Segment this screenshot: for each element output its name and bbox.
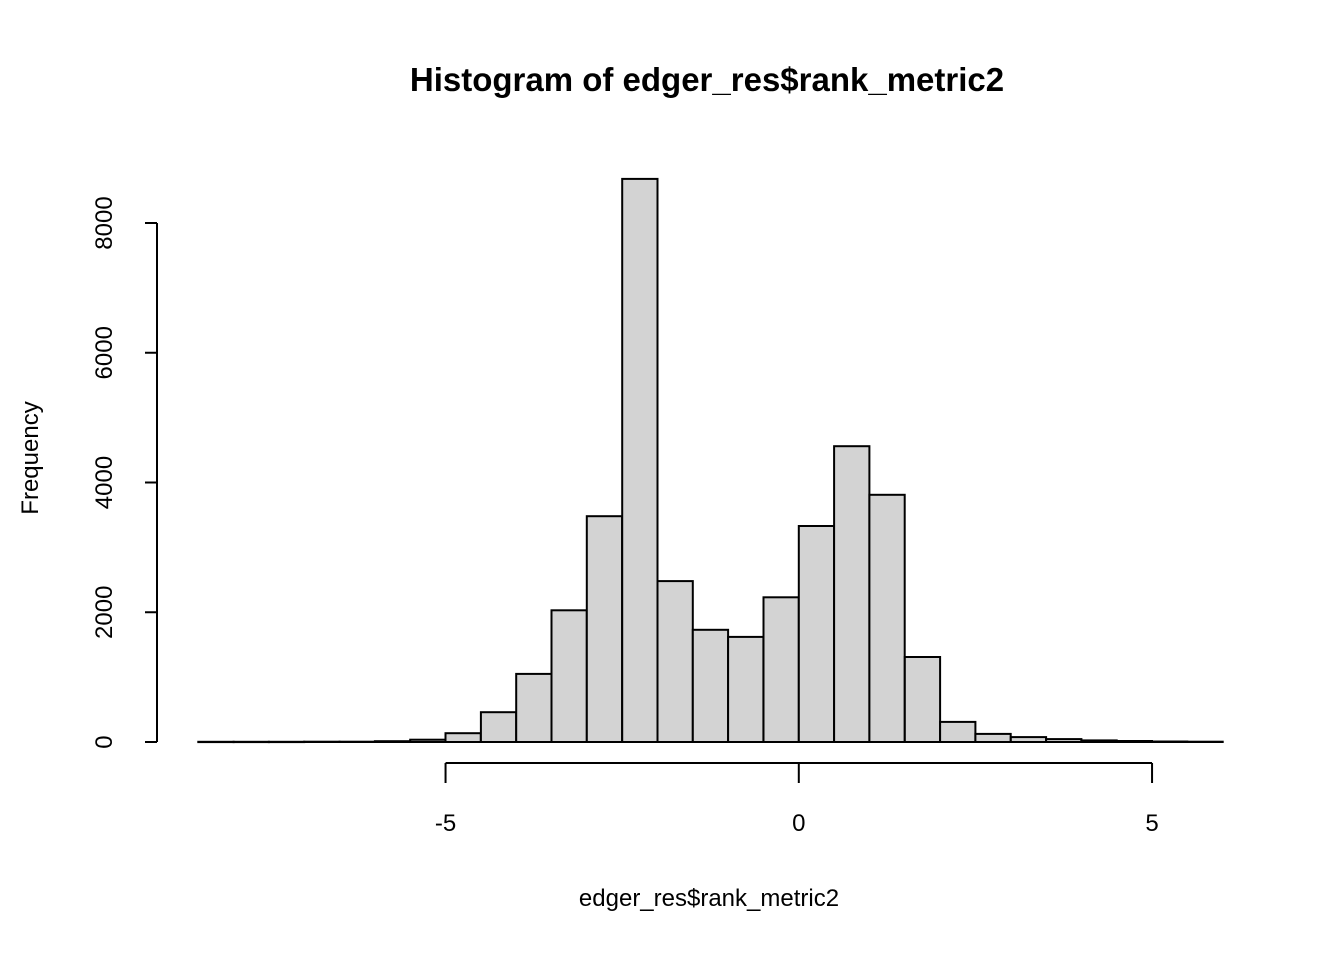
histogram-bar: [373, 740, 412, 744]
histogram-bar: [797, 525, 836, 743]
y-tick-label: 4000: [91, 456, 118, 509]
histogram-bar: [1009, 736, 1048, 743]
y-tick-label: 0: [91, 735, 118, 748]
histogram-bar: [409, 738, 447, 744]
histogram-bar: [903, 656, 942, 743]
y-axis-label: Frequency: [17, 401, 44, 514]
plot-title: Histogram of edger_res$rank_metric2: [410, 61, 1004, 98]
x-tick-label: 5: [1145, 810, 1158, 837]
histogram-bar: [585, 515, 624, 744]
histogram-bar: [550, 609, 588, 743]
y-axis: 0 2000 4000 6000 8000: [91, 196, 158, 749]
histogram-bar: [833, 445, 871, 743]
histogram-bar: [974, 732, 1012, 744]
histogram-bar: [762, 596, 800, 743]
histogram-bar: [479, 711, 518, 744]
bars-group: [197, 177, 1224, 744]
histogram-bar: [621, 177, 659, 743]
x-tick-label: 0: [792, 810, 805, 837]
histogram-bar: [939, 720, 977, 744]
x-tick-label: -5: [435, 810, 456, 837]
histogram-bar: [515, 672, 553, 744]
x-axis-label: edger_res$rank_metric2: [579, 885, 839, 912]
histogram-bar: [868, 493, 906, 743]
histogram-bar: [1115, 740, 1153, 743]
histogram-bar: [444, 732, 482, 744]
histogram-bar: [727, 635, 765, 744]
y-tick-label: 6000: [91, 326, 118, 379]
histogram-bar: [1151, 740, 1189, 743]
histogram-bar: [656, 580, 694, 743]
histogram-bar: [1080, 739, 1118, 744]
histogram-bar: [1045, 738, 1083, 743]
x-axis: -5 0 5: [435, 762, 1159, 837]
y-tick-label: 8000: [91, 196, 118, 249]
y-tick-label: 2000: [91, 586, 118, 639]
histogram-bar: [691, 628, 730, 743]
